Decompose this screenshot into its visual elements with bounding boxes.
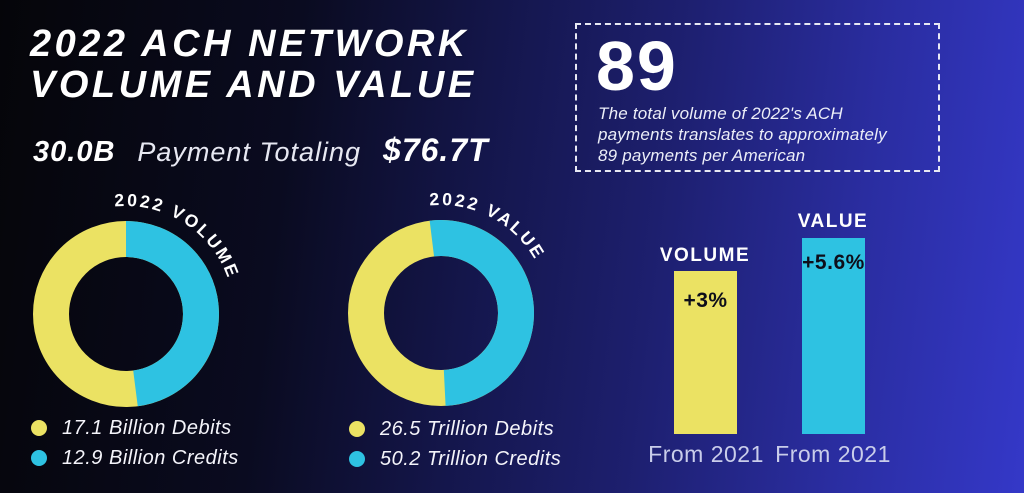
bar-value-change-value: +5.6% [802, 251, 865, 274]
page-title: 2022 ACH NETWORK VOLUME AND VALUE [30, 23, 477, 107]
per-american-callout: 89 The total volume of 2022's ACH paymen… [575, 23, 940, 172]
stat-total-value: $76.7T [383, 132, 489, 168]
donut-chart-value: 2022 VALUE [348, 189, 547, 406]
legend-label: 17.1 Billion Debits [62, 416, 232, 439]
legend-label: 50.2 Trillion Credits [380, 447, 562, 470]
callout-description: The total volume of 2022's ACH payments … [598, 104, 887, 165]
bar-label-value: VALUE [797, 211, 869, 232]
stat-connector-label: Payment Totaling [137, 137, 362, 167]
bar-label-volume: VOLUME [659, 245, 751, 266]
page-title-line-2: VOLUME AND VALUE [30, 64, 477, 107]
legend-item-value-credits: 50.2 Trillion Credits [349, 444, 561, 474]
legend-label: 12.9 Billion Credits [62, 446, 239, 469]
legend-item-volume-debits: 17.1 Billion Debits [31, 413, 239, 443]
legend-value: 26.5 Trillion Debits 50.2 Trillion Credi… [349, 414, 561, 474]
donut-value-credits-segment [348, 220, 534, 406]
stat-total-volume: 30.0B [33, 136, 116, 168]
bar-volume-growth: +3% [674, 271, 737, 434]
bar-volume-caption: From 2021 [648, 441, 764, 467]
legend-item-volume-credits: 12.9 Billion Credits [31, 443, 239, 473]
donut-volume-credits-segment [33, 221, 219, 407]
legend-volume: 17.1 Billion Debits 12.9 Billion Credits [31, 413, 239, 473]
legend-item-value-debits: 26.5 Trillion Debits [349, 414, 561, 444]
bar-value-growth: +5.6% [802, 238, 865, 434]
page-title-line-1: 2022 ACH NETWORK [30, 23, 469, 65]
bar-volume-change-value: +3% [683, 289, 728, 312]
donut-chart-volume: 2022 VOLUME [33, 190, 241, 407]
credits-swatch-icon [31, 450, 47, 466]
bar-value-caption: From 2021 [775, 441, 891, 467]
debits-swatch-icon [349, 421, 365, 437]
debits-swatch-icon [31, 420, 47, 436]
legend-label: 26.5 Trillion Debits [380, 417, 555, 440]
headline-stats: 30.0B Payment Totaling $76.7T [33, 132, 489, 169]
credits-swatch-icon [349, 451, 365, 467]
callout-number: 89 [596, 27, 678, 105]
